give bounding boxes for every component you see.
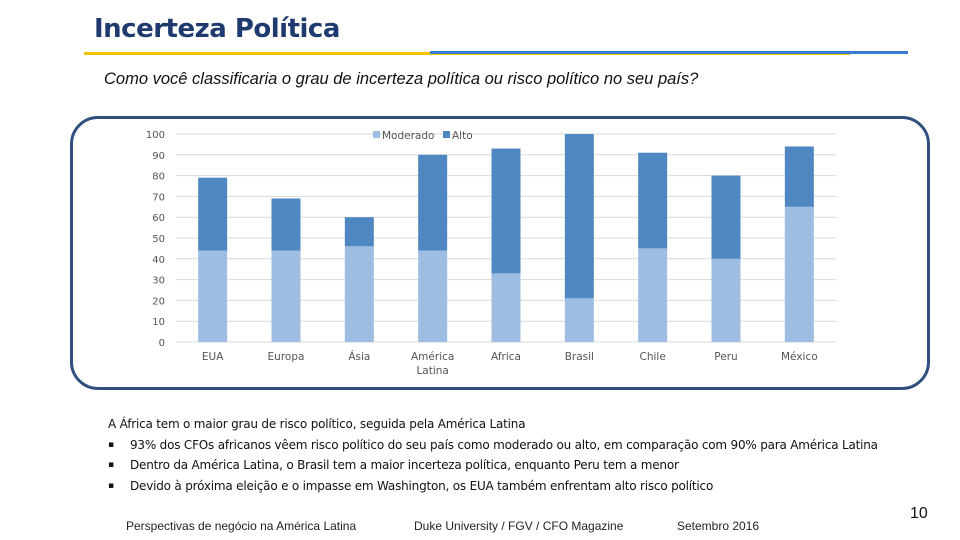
bar-alto <box>198 177 228 251</box>
bullet-item: ▪ 93% dos CFOs africanos vêem risco polí… <box>108 435 878 456</box>
bar-moderado <box>491 273 521 342</box>
y-tick-label: 20 <box>152 296 165 307</box>
footer-center: Duke University / FGV / CFO Magazine <box>414 519 624 533</box>
y-tick-label: 10 <box>152 317 165 328</box>
bar-alto <box>638 152 668 249</box>
slide-title: Incerteza Política <box>94 14 340 44</box>
x-tick-label: Ásia <box>348 350 370 363</box>
legend-swatch <box>373 131 380 138</box>
x-tick-label: Europa <box>268 351 305 363</box>
x-tick-label: Peru <box>714 351 737 363</box>
bar-alto <box>491 148 521 274</box>
stacked-bar-chart: 0 10 20 30 40 50 60 70 80 90 100 EUA Europa Ásia Améri… <box>146 130 836 377</box>
bullet-text: Dentro da América Latina, o Brasil tem a… <box>130 458 679 472</box>
title-underline-blue <box>430 51 908 54</box>
bar-alto <box>564 134 594 299</box>
chart-frame <box>70 116 930 390</box>
y-tick-label: 0 <box>159 338 165 349</box>
legend-swatch <box>443 131 450 138</box>
bullet-item: ▪ Dentro da América Latina, o Brasil tem… <box>108 455 878 476</box>
footer-date: Setembro 2016 <box>677 519 760 533</box>
bar-moderado <box>638 248 668 342</box>
y-tick-label: 70 <box>152 192 165 203</box>
x-tick-label: Chile <box>640 351 666 363</box>
bullet-text: 93% dos CFOs africanos vêem risco políti… <box>130 437 878 452</box>
bar-alto <box>344 217 374 247</box>
bullet-square-icon: ▪ <box>108 460 114 470</box>
bar-alto <box>418 154 448 251</box>
bar-alto <box>711 175 741 259</box>
y-tick-label: 80 <box>152 172 165 183</box>
x-tick-label: América <box>411 351 454 363</box>
x-tick-label: Latina <box>416 365 448 377</box>
y-tick-label: 40 <box>152 255 165 266</box>
x-tick-label: México <box>781 351 818 363</box>
bar-moderado <box>344 246 374 342</box>
bar-moderado <box>564 298 594 342</box>
bar-moderado <box>711 258 741 342</box>
footer-left: Perspectivas de negócio na América Latin… <box>126 519 357 533</box>
bullet-square-icon: ▪ <box>108 480 114 491</box>
bullet-item: ▪ Devido à próxima eleição e o impasse e… <box>108 476 878 497</box>
bar-moderado <box>418 250 448 342</box>
legend-label: Alto <box>452 130 473 142</box>
bar-moderado <box>784 206 814 342</box>
bullet-text: Devido à próxima eleição e o impasse em … <box>130 478 714 493</box>
y-tick-label: 100 <box>146 130 165 141</box>
page-number: 10 <box>910 505 928 522</box>
x-tick-label: Africa <box>491 351 521 363</box>
y-tick-label: 60 <box>152 213 165 224</box>
bar-moderado <box>271 250 301 342</box>
summary-block: A África tem o maior grau de risco polít… <box>108 414 878 496</box>
y-tick-label: 50 <box>152 234 165 245</box>
x-tick-label: EUA <box>202 351 224 363</box>
bar-moderado <box>198 250 228 342</box>
legend-label: Moderado <box>382 130 434 142</box>
x-tick-label: Brasil <box>565 351 594 363</box>
bar-alto <box>271 198 301 251</box>
bar-alto <box>784 146 814 207</box>
y-tick-label: 90 <box>152 151 165 162</box>
y-tick-label: 30 <box>152 276 165 287</box>
summary-heading: A África tem o maior grau de risco polít… <box>108 417 526 431</box>
chart-question: Como você classificaria o grau de incert… <box>104 70 699 88</box>
bullet-square-icon: ▪ <box>108 439 114 450</box>
